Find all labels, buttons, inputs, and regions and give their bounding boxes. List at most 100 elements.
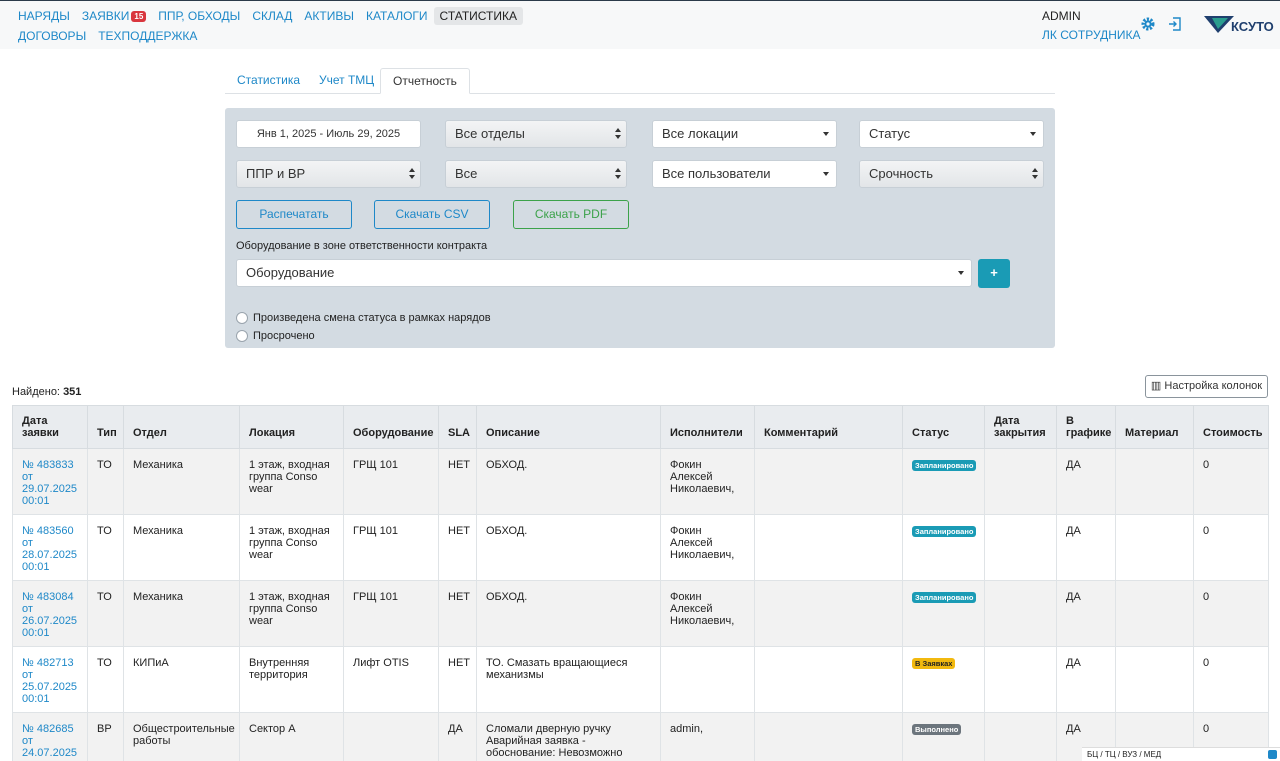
scheduled-cell: ДА	[1056, 448, 1116, 515]
type-cell: ТО	[87, 514, 124, 581]
table-row[interactable]: № 482713 от 25.07.2025 00:01 ТО КИПиА Внутренн…	[12, 646, 1269, 713]
updown-arrows-icon	[615, 167, 621, 181]
description-cell: ОБХОД.	[476, 580, 661, 647]
checkbox-box[interactable]	[236, 312, 248, 324]
date-range-input[interactable]: Янв 1, 2025 - Июль 29, 2025	[236, 120, 421, 148]
status-cell: В Заявках	[902, 646, 985, 713]
updown-arrows-icon	[615, 127, 621, 141]
urgency-select[interactable]: Срочность	[859, 160, 1044, 188]
closed-date-cell	[984, 646, 1057, 713]
all-select[interactable]: Все	[445, 160, 627, 188]
nav-item-sklad[interactable]: СКЛАД	[252, 9, 293, 23]
users-select-value: Все пользователи	[662, 166, 771, 181]
nav-item-naryady[interactable]: НАРЯДЫ	[18, 9, 70, 23]
col-header[interactable]: Дата заявки	[12, 405, 88, 449]
gear-icon[interactable]	[1140, 16, 1156, 32]
status-change-checkbox[interactable]: Произведена смена статуса в рамках наряд…	[236, 312, 491, 324]
departments-select[interactable]: Все отделы	[445, 120, 627, 148]
col-header[interactable]: Тип	[87, 405, 124, 449]
request-link[interactable]: № 483833 от 29.07.2025 00:01	[22, 459, 77, 507]
nav-item-katalogi[interactable]: КАТАЛОГИ	[365, 9, 428, 23]
equipment-label: Оборудование в зоне ответственности конт…	[236, 240, 488, 252]
equipment-cell	[343, 712, 439, 761]
add-equipment-button[interactable]: +	[978, 259, 1010, 288]
request-link[interactable]: № 483084 от 26.07.2025 00:01	[22, 591, 77, 639]
updown-arrows-icon	[409, 167, 415, 181]
col-header[interactable]: Описание	[476, 405, 661, 449]
sla-cell: НЕТ	[438, 514, 477, 581]
checkbox-box[interactable]	[236, 330, 248, 342]
status-select[interactable]: Статус	[859, 120, 1044, 148]
equipment-cell: Лифт OTIS	[343, 646, 439, 713]
request-link-from: от	[22, 471, 33, 483]
sla-cell: ДА	[438, 712, 477, 761]
tab-reports[interactable]: Отчетность	[380, 68, 470, 94]
request-link-time: 00:01	[22, 495, 50, 507]
results-table: Дата заявки Тип Отдел Локация Оборудован…	[12, 405, 1269, 761]
department-cell: Механика	[123, 514, 240, 581]
table-row[interactable]: № 483084 от 26.07.2025 00:01 ТО Механика 1 эта…	[12, 580, 1269, 647]
users-select[interactable]: Все пользователи	[652, 160, 837, 188]
status-badge: Запланировано	[912, 526, 977, 537]
col-header[interactable]: SLA	[438, 405, 477, 449]
filter-panel: Янв 1, 2025 - Июль 29, 2025 Все отделы В…	[225, 108, 1055, 348]
request-link-id: № 482685	[22, 723, 74, 735]
nav-item-zayavki[interactable]: ЗАЯВКИ 15	[82, 9, 147, 23]
closed-date-cell	[984, 712, 1057, 761]
equipment-select[interactable]: Оборудование	[236, 259, 972, 287]
col-header[interactable]: Исполнители	[660, 405, 755, 449]
executors-cell: Фокин Алексей Николаевич,	[660, 514, 755, 581]
table-row[interactable]: № 483833 от 29.07.2025 00:01 ТО Механика 1 эта…	[12, 448, 1269, 515]
nav-item-statistika[interactable]: СТАТИСТИКА	[433, 7, 523, 25]
table-header-row: Дата заявки Тип Отдел Локация Оборудован…	[12, 405, 1269, 449]
request-link-time: 00:01	[22, 561, 50, 573]
request-link[interactable]: № 482685 от 24.07.2025	[22, 723, 77, 759]
location-cell: Внутренняя территория	[239, 646, 344, 713]
col-header[interactable]: Локация	[239, 405, 344, 449]
tab-statistics[interactable]: Статистика	[237, 73, 301, 87]
cost-cell: 0	[1193, 580, 1269, 647]
nav-item-techsupport[interactable]: ТЕХПОДДЕРЖКА	[98, 29, 198, 43]
type-cell: ТО	[87, 646, 124, 713]
column-settings-label: Настройка колонок	[1164, 380, 1263, 392]
departments-select-value: Все отделы	[455, 126, 525, 141]
col-header[interactable]: Материал	[1115, 405, 1194, 449]
scheduled-cell: ДА	[1056, 646, 1116, 713]
material-cell	[1115, 646, 1194, 713]
nav-item-aktivy[interactable]: АКТИВЫ	[304, 9, 354, 23]
executors-cell: Фокин Алексей Николаевич,	[660, 448, 755, 515]
updown-arrows-icon	[1032, 167, 1038, 181]
request-link[interactable]: № 482713 от 25.07.2025 00:01	[22, 657, 77, 705]
download-csv-button[interactable]: Скачать CSV	[374, 200, 490, 229]
col-header[interactable]: Стоимость	[1193, 405, 1269, 449]
print-button[interactable]: Распечатать	[236, 200, 352, 229]
department-cell: Общестроительные работы	[123, 712, 240, 761]
type-select[interactable]: ППР и ВР	[236, 160, 421, 188]
closed-date-cell	[984, 448, 1057, 515]
logout-icon[interactable]	[1167, 16, 1183, 32]
col-header[interactable]: Комментарий	[754, 405, 903, 449]
col-header[interactable]: Статус	[902, 405, 985, 449]
table-body: № 483833 от 29.07.2025 00:01 ТО Механика 1 эта…	[12, 448, 1269, 761]
request-link-from: от	[22, 603, 33, 615]
locations-select[interactable]: Все локации	[652, 120, 837, 148]
column-settings-button[interactable]: ▥ Настройка колонок	[1145, 375, 1268, 398]
employee-cabinet-link[interactable]: ЛК СОТРУДНИКА	[1042, 28, 1141, 42]
download-pdf-button[interactable]: Скачать PDF	[513, 200, 629, 229]
request-link[interactable]: № 483560 от 28.07.2025 00:01	[22, 525, 77, 573]
col-header[interactable]: Отдел	[123, 405, 240, 449]
col-header[interactable]: Оборудование	[343, 405, 439, 449]
cost-cell: 0	[1193, 646, 1269, 713]
table-row[interactable]: № 483560 от 28.07.2025 00:01 ТО Механика 1 эта…	[12, 514, 1269, 581]
overdue-label: Просрочено	[253, 330, 315, 342]
footer-tag-text: БЦ / ТЦ / ВУЗ / МЕД	[1087, 750, 1162, 759]
col-header[interactable]: Дата закрытия	[984, 405, 1057, 449]
nav-item-dogovory[interactable]: ДОГОВОРЫ	[18, 29, 87, 43]
tab-tmc[interactable]: Учет ТМЦ	[319, 73, 375, 87]
nav-item-ppr[interactable]: ППР, ОБХОДЫ	[158, 9, 241, 23]
table-row[interactable]: № 482685 от 24.07.2025 ВР Общестроительные р…	[12, 712, 1269, 761]
chevron-icon[interactable]	[1268, 750, 1277, 759]
col-header[interactable]: В графике	[1056, 405, 1116, 449]
found-number: 351	[63, 386, 82, 398]
overdue-checkbox[interactable]: Просрочено	[236, 330, 315, 342]
